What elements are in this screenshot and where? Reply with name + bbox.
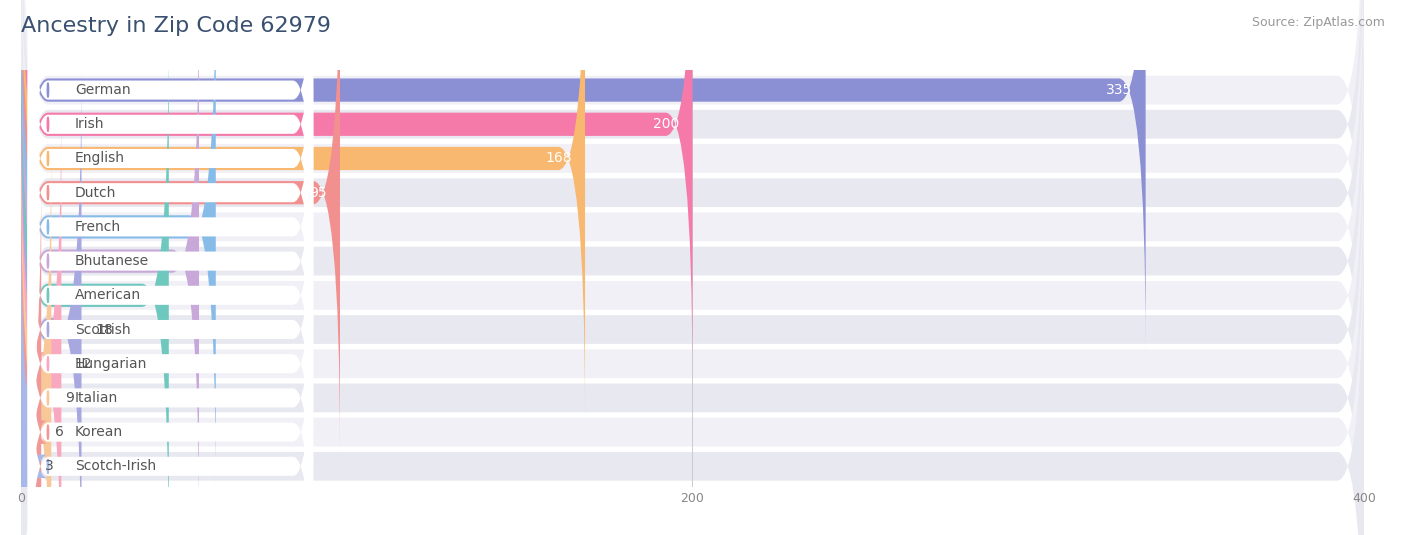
FancyBboxPatch shape <box>28 0 314 388</box>
FancyBboxPatch shape <box>21 36 1364 535</box>
FancyBboxPatch shape <box>28 168 314 535</box>
Circle shape <box>48 254 49 269</box>
FancyBboxPatch shape <box>28 65 314 457</box>
Text: 168: 168 <box>546 151 572 165</box>
FancyBboxPatch shape <box>21 0 1364 452</box>
Circle shape <box>48 425 49 439</box>
Circle shape <box>48 83 49 97</box>
FancyBboxPatch shape <box>21 2 1364 521</box>
Text: 3: 3 <box>45 460 53 473</box>
FancyBboxPatch shape <box>21 33 169 535</box>
Text: 53: 53 <box>169 254 186 268</box>
FancyBboxPatch shape <box>28 236 314 535</box>
FancyBboxPatch shape <box>28 202 314 535</box>
Text: Dutch: Dutch <box>75 186 117 200</box>
FancyBboxPatch shape <box>28 0 314 320</box>
Text: French: French <box>75 220 121 234</box>
FancyBboxPatch shape <box>21 70 1364 535</box>
Text: Scottish: Scottish <box>75 323 131 337</box>
Circle shape <box>48 186 49 200</box>
Circle shape <box>48 322 49 337</box>
Circle shape <box>48 151 49 166</box>
FancyBboxPatch shape <box>21 173 1364 535</box>
FancyBboxPatch shape <box>28 100 314 491</box>
Text: Source: ZipAtlas.com: Source: ZipAtlas.com <box>1251 16 1385 29</box>
Text: 9: 9 <box>65 391 73 405</box>
Text: 335: 335 <box>1107 83 1132 97</box>
Text: 58: 58 <box>184 220 202 234</box>
Circle shape <box>48 391 49 405</box>
Circle shape <box>48 117 49 132</box>
FancyBboxPatch shape <box>21 0 215 489</box>
FancyBboxPatch shape <box>28 134 314 525</box>
Text: American: American <box>75 288 141 302</box>
Text: German: German <box>75 83 131 97</box>
FancyBboxPatch shape <box>21 0 1364 384</box>
FancyBboxPatch shape <box>21 0 693 386</box>
Text: Irish: Irish <box>75 117 104 131</box>
Text: 6: 6 <box>55 425 63 439</box>
FancyBboxPatch shape <box>21 139 1364 535</box>
Text: English: English <box>75 151 125 165</box>
Text: 95: 95 <box>309 186 326 200</box>
FancyBboxPatch shape <box>21 0 1364 486</box>
FancyBboxPatch shape <box>21 102 62 535</box>
Text: Bhutanese: Bhutanese <box>75 254 149 268</box>
FancyBboxPatch shape <box>21 104 1364 535</box>
FancyBboxPatch shape <box>28 0 314 354</box>
Circle shape <box>48 220 49 234</box>
FancyBboxPatch shape <box>21 67 82 535</box>
FancyBboxPatch shape <box>4 204 48 535</box>
Circle shape <box>48 459 49 473</box>
FancyBboxPatch shape <box>21 0 200 523</box>
Text: Korean: Korean <box>75 425 122 439</box>
FancyBboxPatch shape <box>21 0 1364 349</box>
Text: 18: 18 <box>96 323 112 337</box>
Text: Italian: Italian <box>75 391 118 405</box>
Circle shape <box>48 288 49 303</box>
Text: 200: 200 <box>652 117 679 131</box>
FancyBboxPatch shape <box>21 136 51 535</box>
FancyBboxPatch shape <box>21 0 340 455</box>
FancyBboxPatch shape <box>28 0 314 286</box>
Text: Hungarian: Hungarian <box>75 357 148 371</box>
FancyBboxPatch shape <box>28 31 314 423</box>
FancyBboxPatch shape <box>21 0 585 421</box>
Circle shape <box>48 356 49 371</box>
Text: 44: 44 <box>138 288 155 302</box>
FancyBboxPatch shape <box>21 0 1364 418</box>
Text: 12: 12 <box>75 357 93 371</box>
FancyBboxPatch shape <box>28 271 314 535</box>
Text: Scotch-Irish: Scotch-Irish <box>75 460 156 473</box>
FancyBboxPatch shape <box>14 170 48 535</box>
FancyBboxPatch shape <box>21 207 1364 535</box>
FancyBboxPatch shape <box>21 0 1146 352</box>
Text: Ancestry in Zip Code 62979: Ancestry in Zip Code 62979 <box>21 16 330 36</box>
